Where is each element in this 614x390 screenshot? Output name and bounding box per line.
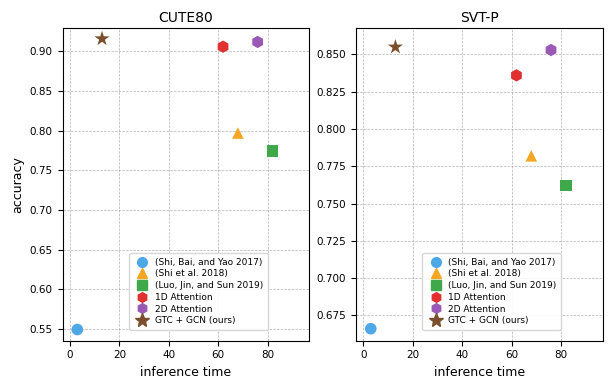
Title: CUTE80: CUTE80 bbox=[158, 11, 214, 25]
Point bbox=[546, 47, 556, 53]
Point bbox=[97, 35, 107, 42]
Title: SVT-P: SVT-P bbox=[460, 11, 499, 25]
Point bbox=[233, 130, 243, 136]
Point bbox=[391, 44, 400, 50]
X-axis label: inference time: inference time bbox=[141, 366, 231, 379]
Point bbox=[561, 183, 571, 189]
Y-axis label: accuracy: accuracy bbox=[11, 156, 24, 213]
Point bbox=[526, 153, 536, 159]
Point bbox=[511, 72, 521, 78]
Point bbox=[268, 148, 278, 154]
Point bbox=[253, 39, 263, 45]
Legend: (Shi, Bai, and Yao 2017), (Shi et al. 2018), (Luo, Jin, and Sun 2019), 1D Attent: (Shi, Bai, and Yao 2017), (Shi et al. 20… bbox=[422, 253, 561, 330]
X-axis label: inference time: inference time bbox=[434, 366, 525, 379]
Point bbox=[218, 44, 228, 50]
Point bbox=[72, 326, 82, 333]
Legend: (Shi, Bai, and Yao 2017), (Shi et al. 2018), (Luo, Jin, and Sun 2019), 1D Attent: (Shi, Bai, and Yao 2017), (Shi et al. 20… bbox=[129, 253, 268, 330]
Point bbox=[366, 326, 376, 332]
